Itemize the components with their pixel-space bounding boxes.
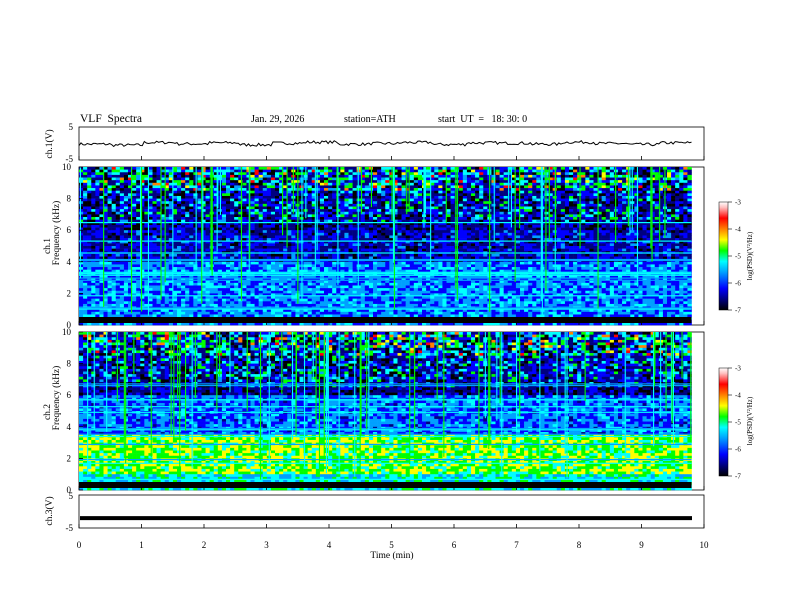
ch2-colorbar-ticks: -3 -4 -5 -6 -7	[728, 365, 741, 481]
freq-tick-label: 0	[67, 320, 72, 330]
plot-title: VLF Spectra	[80, 113, 142, 125]
ch2-spectrogram-ylabel: ch.2	[43, 404, 53, 420]
x-axis-label: Time (min)	[370, 550, 413, 561]
ch1-colorbar-label: log(PSD)(V²/Hz)	[746, 231, 754, 280]
colorbar-tick-label: -3	[735, 199, 741, 207]
freq-tick-label: 4	[67, 257, 72, 267]
freq-tick-label: 4	[67, 422, 72, 432]
x-tick-label: 5	[389, 540, 394, 550]
x-tick-label: 4	[327, 540, 332, 550]
ch1-frequency-label: Frequency (kHz)	[51, 201, 62, 266]
ch1-spectrogram-image	[79, 167, 692, 326]
x-tick-label: 7	[514, 540, 519, 550]
freq-tick-label: 6	[67, 225, 72, 235]
colorbar-tick-label: -7	[735, 473, 741, 481]
x-tick-label: 0	[77, 540, 82, 550]
ch2-frequency-label: Frequency (kHz)	[51, 366, 62, 431]
freq-tick-label: 2	[67, 288, 72, 298]
ch3-ytick-bottom: -5	[66, 523, 74, 533]
x-tick-label: 8	[577, 540, 582, 550]
freq-tick-label: 6	[67, 390, 72, 400]
colorbar-tick-label: -6	[735, 446, 741, 454]
ch1-colorbar-ticks: -3 -4 -5 -6 -7	[728, 199, 741, 315]
colorbar-tick-label: -6	[735, 280, 741, 288]
colorbar-tick-label: -7	[735, 307, 741, 315]
ch2-colorbar	[718, 367, 729, 477]
ch1-spectrogram-yticks: 0 2 4 6 8 10	[62, 162, 83, 330]
colorbar-tick-label: -5	[735, 419, 741, 427]
ch1-ylabel: ch.1(V)	[44, 129, 55, 158]
x-tick-label: 6	[452, 540, 457, 550]
colorbar-tick-label: -4	[735, 392, 741, 400]
freq-tick-label: 10	[62, 162, 72, 172]
ch3-ytick-top: 5	[69, 491, 74, 501]
freq-tick-label: 8	[67, 194, 72, 204]
ch1-waveform-panel: 5 -5 ch.1(V)	[44, 122, 705, 164]
station-label: station=ATH	[344, 114, 396, 125]
ch2-spectrogram-yticks: 0 2 4 6 8 10	[62, 327, 83, 495]
ch3-ylabel: ch.3(V)	[44, 496, 55, 525]
freq-tick-label: 8	[67, 359, 72, 369]
ch2-spectrogram-image	[79, 332, 692, 491]
x-tick-label: 9	[639, 540, 644, 550]
x-tick-label: 10	[700, 540, 710, 550]
freq-tick-label: 2	[67, 453, 72, 463]
ch3-waveform-frame	[78, 494, 705, 529]
ch2-colorbar-label: log(PSD)(V²/Hz)	[746, 396, 754, 445]
colorbar-tick-label: -4	[735, 226, 741, 234]
date-label: Jan. 29, 2026	[251, 114, 305, 125]
ch1-spectrogram-ylabel: ch.1	[43, 238, 53, 254]
ch1-ytick-top: 5	[69, 122, 74, 132]
freq-tick-label: 0	[67, 485, 72, 495]
colorbar-tick-label: -3	[735, 365, 741, 373]
ch3-waveform-panel: 5 -5 ch.3(V)	[44, 491, 705, 533]
x-tick-label: 1	[139, 540, 144, 550]
freq-tick-label: 10	[62, 327, 72, 337]
colorbar-tick-label: -5	[735, 253, 741, 261]
x-tick-label: 2	[202, 540, 207, 550]
ch1-colorbar	[718, 201, 729, 311]
x-tick-label: 3	[264, 540, 269, 550]
ch1-waveform-trace	[78, 140, 692, 148]
ch1-ytick-bottom: -5	[66, 154, 74, 164]
start-time-label: start UT = 18: 30: 0	[438, 114, 528, 125]
x-axis-ticks: 0 1 2 3 4 5 6 7 8 9 10	[77, 156, 709, 550]
